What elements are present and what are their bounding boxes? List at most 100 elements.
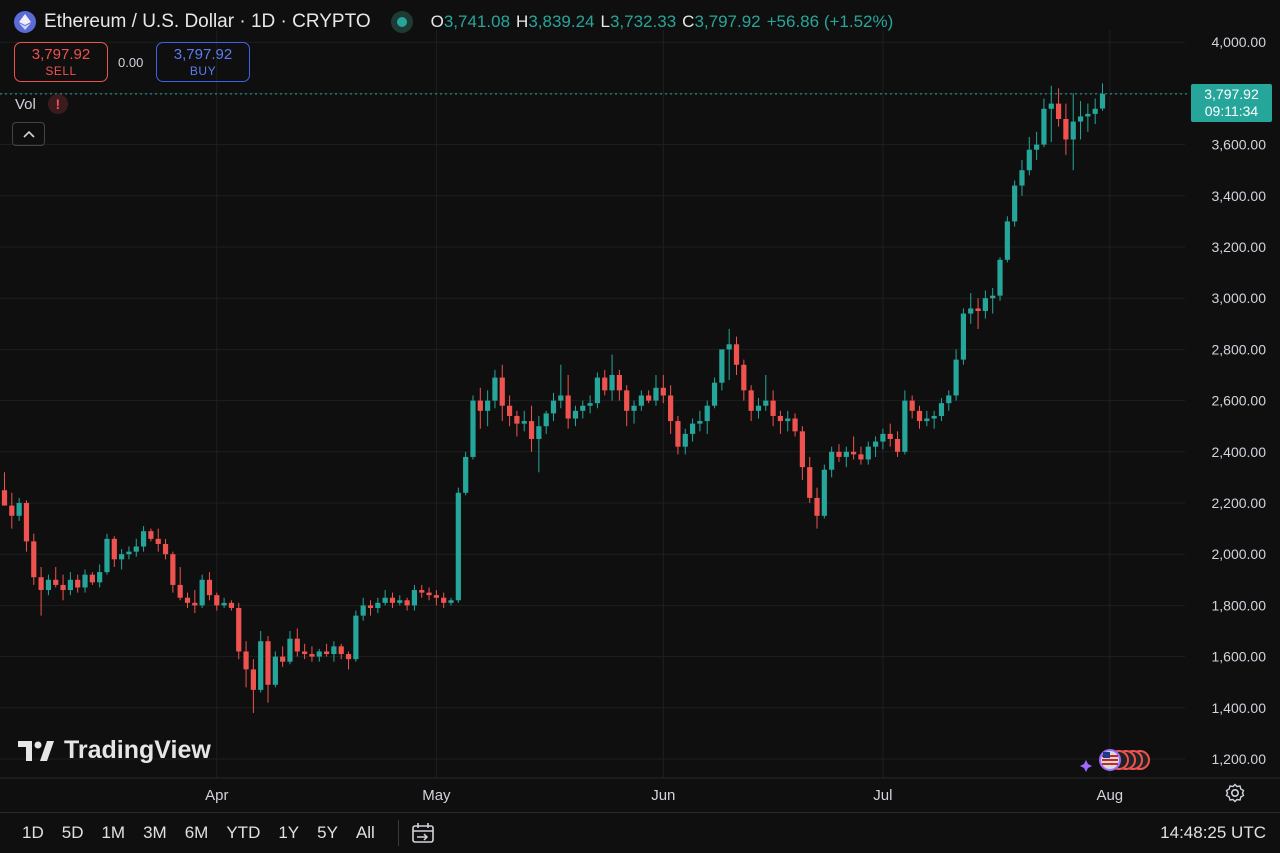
timeframe-6m[interactable]: 6M bbox=[184, 823, 209, 842]
candle-body bbox=[587, 403, 593, 406]
symbol-title[interactable]: Ethereum / U.S. Dollar · 1D · CRYPTO bbox=[44, 11, 371, 32]
candle-body bbox=[463, 456, 469, 493]
candle-body bbox=[1077, 116, 1084, 122]
candle-body bbox=[916, 410, 923, 422]
settings-gear-icon[interactable] bbox=[1224, 782, 1246, 804]
close-value: 3,797.92 bbox=[694, 12, 761, 31]
date-range-icon[interactable] bbox=[411, 822, 435, 844]
candle-body bbox=[477, 400, 483, 411]
vol-label: Vol bbox=[15, 95, 36, 113]
candle-body bbox=[119, 554, 125, 560]
candle-body bbox=[53, 579, 59, 585]
candle-body bbox=[404, 600, 410, 606]
timeframe-3m[interactable]: 3M bbox=[143, 823, 167, 842]
candle-body bbox=[953, 359, 959, 396]
timeframe-1m[interactable]: 1M bbox=[101, 823, 126, 842]
candle-body bbox=[748, 390, 754, 411]
candle-body bbox=[426, 592, 432, 596]
tradingview-watermark[interactable]: TradingView bbox=[18, 736, 211, 765]
candle-body bbox=[624, 390, 630, 411]
market-status-icon[interactable] bbox=[390, 11, 413, 33]
low-value: 3,732.33 bbox=[609, 12, 677, 31]
timeframe-5y[interactable]: 5Y bbox=[317, 823, 338, 842]
sell-button[interactable]: 3,797.92 SELL bbox=[14, 42, 108, 82]
candle-body bbox=[1099, 93, 1106, 109]
timeframe-all[interactable]: All bbox=[355, 823, 375, 842]
time-axis[interactable]: Apr May Jun Jul Aug bbox=[205, 787, 1123, 804]
candle-body bbox=[1048, 103, 1054, 109]
candle-body bbox=[902, 400, 908, 452]
buy-label: BUY bbox=[189, 64, 217, 78]
candle-body bbox=[946, 395, 952, 404]
candle-body bbox=[1085, 113, 1091, 117]
time-tick-label: Jul bbox=[873, 787, 892, 804]
timeframe-1y[interactable]: 1Y bbox=[278, 823, 300, 842]
candle-body bbox=[887, 433, 893, 439]
candle-body bbox=[455, 492, 461, 601]
candle-body bbox=[433, 595, 439, 598]
candle-body bbox=[89, 574, 95, 583]
price-axis[interactable]: 1,200.00 1,400.00 1,600.00 1,800.00 2,000.00… bbox=[1212, 34, 1267, 767]
candle-body bbox=[719, 349, 725, 383]
buy-button[interactable]: 3,797.92 BUY bbox=[156, 42, 250, 82]
candle-body bbox=[441, 597, 447, 603]
time-tick-label: Aug bbox=[1096, 787, 1123, 804]
candle-body bbox=[711, 382, 718, 406]
candle-body bbox=[1004, 221, 1010, 260]
ethereum-icon bbox=[14, 11, 36, 33]
candle-body bbox=[741, 364, 747, 391]
timeframe-ytd[interactable]: YTD bbox=[226, 823, 261, 842]
candle-body bbox=[97, 572, 103, 583]
candle-body bbox=[609, 375, 615, 391]
spread-value: 0.00 bbox=[118, 55, 144, 70]
candle-body bbox=[550, 400, 557, 414]
volume-indicator[interactable]: Vol ! bbox=[15, 94, 68, 114]
candle-body bbox=[162, 543, 169, 555]
price-tick-label: 1,600.00 bbox=[1212, 649, 1267, 665]
timeframe-1d[interactable]: 1D bbox=[22, 823, 44, 842]
collapse-chevron-icon[interactable] bbox=[12, 122, 45, 146]
candle-body bbox=[990, 295, 996, 299]
candle-body bbox=[309, 654, 315, 657]
economic-events-flags-icon[interactable] bbox=[1076, 746, 1150, 776]
price-tick-label: 2,000.00 bbox=[1212, 546, 1267, 562]
price-tick-label: 1,800.00 bbox=[1212, 597, 1267, 613]
candle-body bbox=[931, 415, 937, 419]
candle-body bbox=[236, 607, 242, 652]
candles-layer bbox=[1, 83, 1106, 713]
candle-body bbox=[228, 602, 235, 608]
price-tick-label: 4,000.00 bbox=[1212, 34, 1267, 50]
candle-body bbox=[353, 615, 359, 660]
utc-clock[interactable]: 14:48:25 UTC bbox=[1160, 823, 1266, 842]
candle-body bbox=[843, 451, 849, 457]
candle-body bbox=[243, 651, 249, 670]
candle-body bbox=[894, 439, 901, 452]
candle-body bbox=[594, 377, 601, 404]
price-tick-label: 2,800.00 bbox=[1212, 341, 1267, 357]
candle-body bbox=[528, 421, 535, 439]
price-tick-label: 3,200.00 bbox=[1212, 239, 1267, 255]
candle-body bbox=[375, 602, 381, 608]
buy-price: 3,797.92 bbox=[173, 46, 233, 63]
candle-body bbox=[660, 387, 666, 396]
candle-body bbox=[287, 638, 293, 662]
candle-body bbox=[1034, 144, 1040, 150]
candle-body bbox=[997, 259, 1003, 296]
candle-body bbox=[704, 405, 710, 422]
candle-body bbox=[726, 344, 732, 350]
timeframe-5d[interactable]: 5D bbox=[61, 823, 84, 842]
high-label: H bbox=[516, 12, 529, 31]
candle-body bbox=[1055, 103, 1062, 119]
candle-body bbox=[155, 538, 161, 544]
ohlc-values: O3,741.08 H3,839.24 L3,732.33 C3,797.92 … bbox=[431, 12, 894, 32]
warning-icon[interactable]: ! bbox=[47, 94, 68, 114]
candle-body bbox=[572, 410, 579, 419]
candle-body bbox=[294, 638, 300, 652]
candle-body bbox=[858, 454, 864, 460]
candle-body bbox=[492, 377, 498, 401]
low-label: L bbox=[600, 12, 610, 31]
candle-body bbox=[133, 546, 139, 552]
candle-body bbox=[60, 584, 66, 591]
chart-header: Ethereum / U.S. Dollar · 1D · CRYPTO O3,… bbox=[0, 0, 1194, 44]
